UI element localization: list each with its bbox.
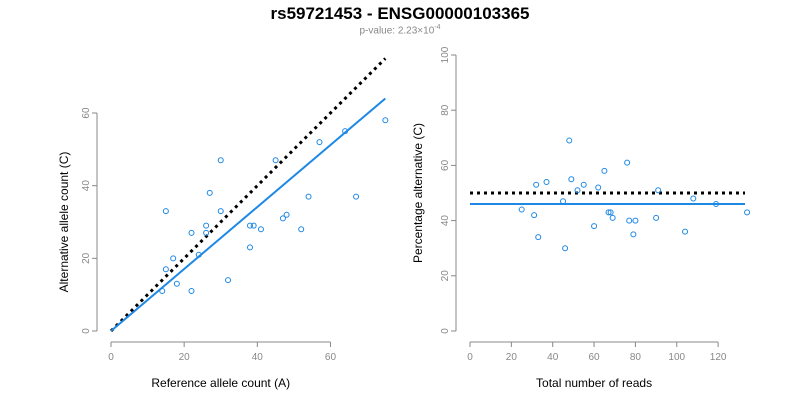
chart-subtitle: p-value: 2.23×10-4 [0, 24, 800, 36]
data-point [682, 228, 689, 235]
y-tick-label: 20 [440, 270, 451, 282]
data-point [591, 223, 598, 230]
data-point [518, 206, 525, 213]
y-tick-label: 20 [81, 252, 92, 264]
x-axis-title: Reference allele count (A) [151, 376, 290, 390]
data-point [655, 187, 662, 194]
data-point [609, 214, 616, 221]
p-value-exponent: -4 [434, 24, 441, 31]
data-point [601, 167, 608, 174]
x-tick-label: 120 [710, 352, 727, 363]
data-point [206, 189, 213, 196]
data-point [247, 222, 253, 229]
y-tick-label: 60 [440, 159, 451, 171]
data-point [203, 222, 210, 229]
y-tick-label: 0 [440, 328, 451, 334]
data-point [624, 159, 631, 166]
x-tick-label: 20 [179, 352, 191, 363]
right-scatter-panel: 0 20 40 60 80 100 120 0 20 40 60 80 100 Total number … [411, 46, 751, 390]
data-point [595, 184, 602, 191]
x-tick-label: 100 [668, 352, 685, 363]
y-tick-label: 40 [440, 215, 451, 227]
data-point [257, 226, 264, 233]
data-point [566, 137, 573, 144]
data-point [562, 245, 569, 252]
data-point [283, 211, 290, 218]
data-point [630, 231, 637, 238]
fit-line [110, 97, 386, 332]
data-point [272, 157, 279, 164]
y-tick-label: 100 [440, 46, 451, 63]
data-point [713, 201, 720, 208]
x-tick-label: 60 [325, 352, 337, 363]
p-value-text: p-value: 2.23×10 [359, 25, 435, 37]
data-point [159, 288, 166, 295]
data-point [580, 181, 587, 188]
x-tick-label: 40 [252, 352, 264, 363]
data-point [195, 251, 202, 258]
data-point [543, 178, 550, 185]
x-tick-label: 40 [547, 352, 559, 363]
y-tick-label: 0 [81, 328, 92, 334]
data-point [225, 277, 232, 284]
data-point [382, 117, 389, 124]
data-point [690, 195, 697, 202]
data-point [533, 181, 540, 188]
data-point [305, 193, 312, 200]
data-point [574, 187, 581, 194]
data-point [298, 226, 305, 233]
data-point [653, 214, 660, 221]
data-point [170, 255, 177, 262]
data-point [353, 193, 360, 200]
data-point [560, 198, 567, 205]
data-point [744, 209, 751, 216]
data-point [605, 209, 612, 216]
chart-title: rs59721453 - ENSG00000103365 [270, 4, 530, 23]
data-point [162, 266, 169, 273]
data-point [607, 209, 614, 216]
left-scatter-panel: 0 20 40 60 0 20 40 60 Reference allele count (A)… [57, 57, 389, 390]
x-tick-label: 0 [108, 352, 114, 363]
y-tick-label: 40 [81, 180, 92, 192]
data-point [162, 208, 169, 215]
x-tick-label: 20 [506, 352, 518, 363]
data-point [279, 215, 286, 222]
x-tick-label: 80 [630, 352, 642, 363]
data-point [316, 139, 323, 146]
reference-line [109, 57, 387, 333]
data-point [217, 157, 224, 164]
y-axis-title: Alternative allele count (C) [57, 152, 71, 293]
x-axis-title: Total number of reads [536, 376, 652, 390]
data-point [188, 288, 195, 295]
data-point [203, 229, 210, 236]
data-point [626, 217, 633, 224]
data-point [188, 229, 195, 236]
data-point [250, 222, 257, 229]
data-point [173, 280, 180, 287]
y-axis-title: Percentage alternative (C) [411, 123, 425, 263]
data-point [568, 176, 575, 183]
x-tick-label: 60 [588, 352, 600, 363]
data-point [342, 128, 349, 135]
data-point [217, 208, 224, 215]
x-tick-label: 0 [467, 352, 473, 363]
data-point [632, 217, 639, 224]
y-tick-label: 80 [440, 104, 451, 116]
data-point [531, 212, 538, 219]
data-point [535, 234, 542, 241]
y-tick-label: 60 [81, 107, 92, 119]
data-point [247, 244, 253, 251]
